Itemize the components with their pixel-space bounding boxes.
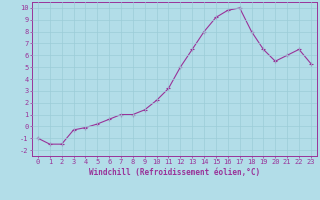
X-axis label: Windchill (Refroidissement éolien,°C): Windchill (Refroidissement éolien,°C): [89, 168, 260, 177]
